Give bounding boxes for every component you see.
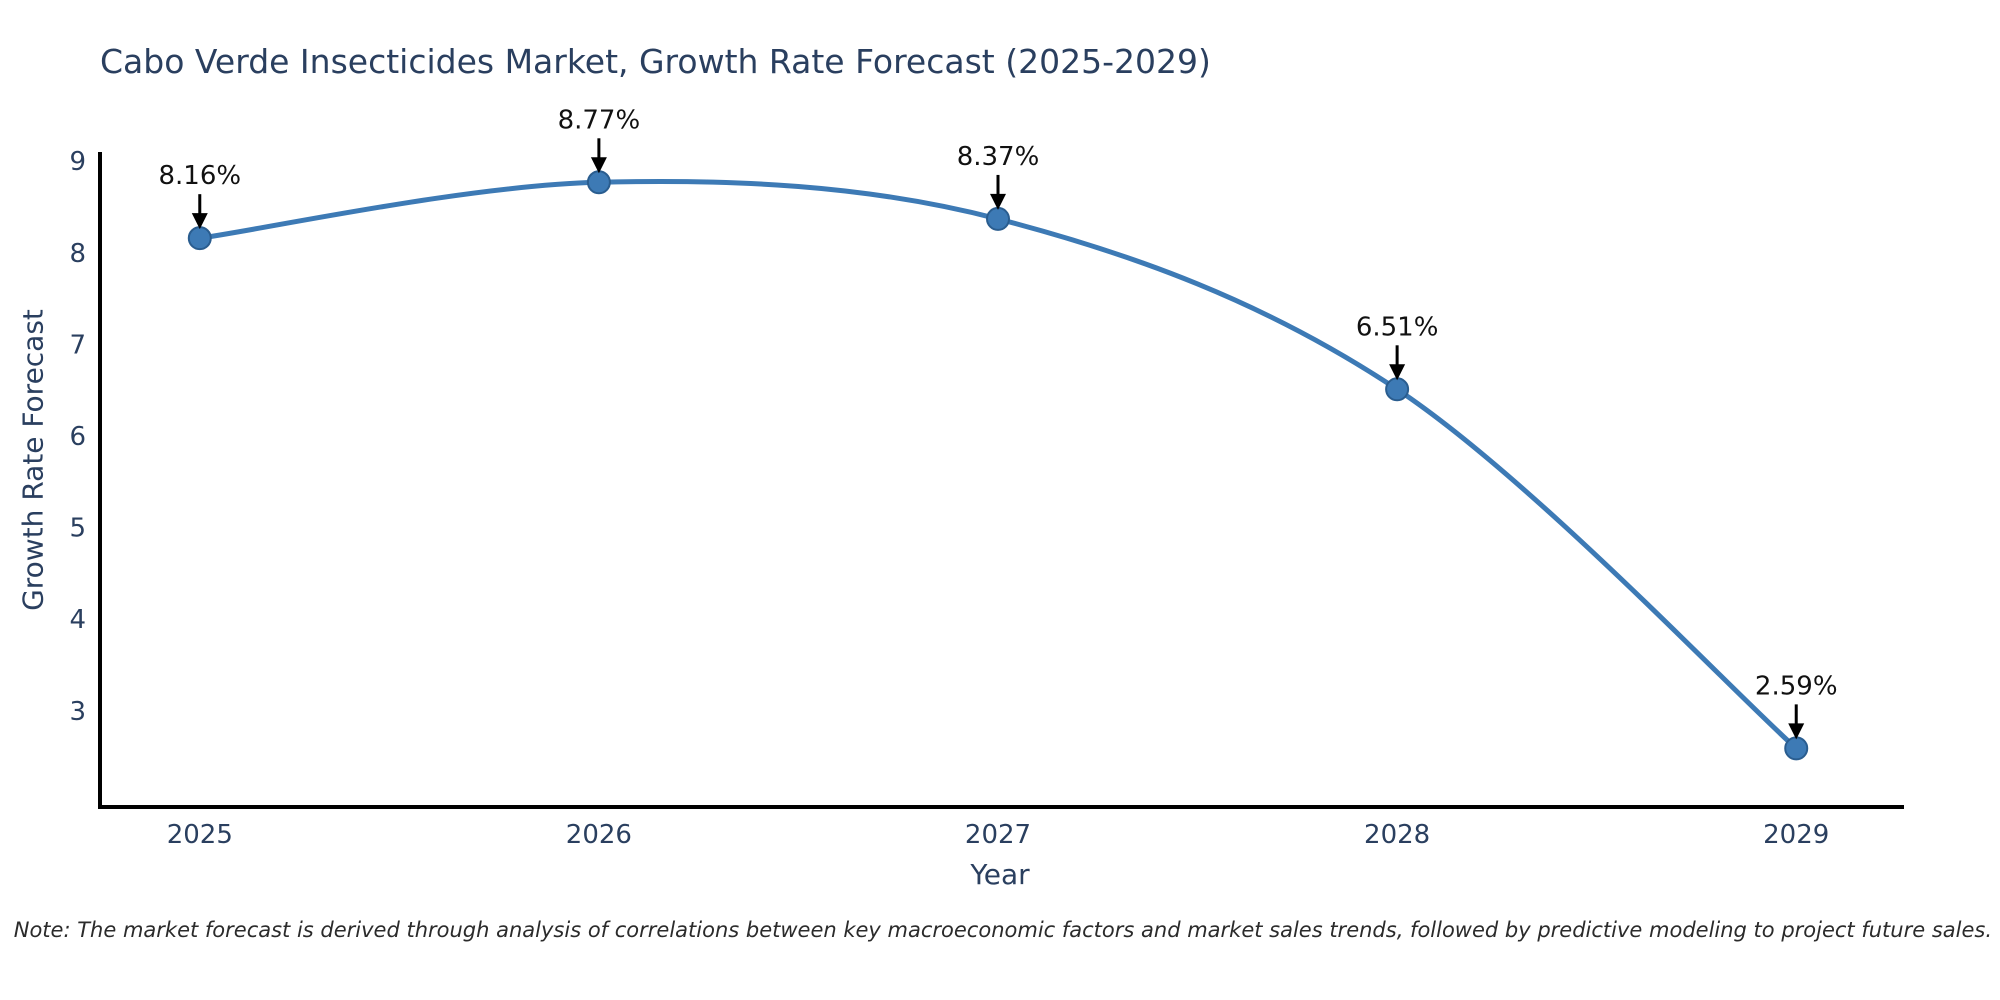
data-point — [586, 170, 611, 195]
y-tick-label: 7 — [69, 330, 86, 360]
annotation-arrowhead — [990, 193, 1007, 210]
chart-title: Cabo Verde Insecticides Market, Growth R… — [100, 42, 1211, 81]
data-point — [1385, 377, 1410, 402]
annotation-label: 8.37% — [957, 142, 1040, 172]
annotation-label: 6.51% — [1356, 312, 1439, 342]
y-tick-label: 6 — [69, 422, 86, 452]
annotation-arrowhead — [1389, 364, 1406, 381]
y-tick-label: 8 — [69, 239, 86, 269]
annotation-arrowhead — [1788, 723, 1805, 740]
footnote: Note: The market forecast is derived thr… — [13, 918, 1992, 942]
annotation-label: 8.16% — [158, 161, 241, 191]
x-axis-title: Year — [970, 858, 1030, 891]
forecast-line — [197, 179, 1799, 751]
y-tick-label: 5 — [69, 514, 86, 544]
data-point — [1784, 736, 1809, 761]
annotation-arrowhead — [191, 213, 208, 230]
x-tick-label: 2026 — [566, 820, 632, 850]
x-tick-label: 2029 — [1763, 820, 1829, 850]
x-tick-label: 2027 — [965, 820, 1031, 850]
y-tick-label: 4 — [69, 605, 86, 635]
y-tick-label: 3 — [69, 697, 86, 727]
annotation-label: 2.59% — [1755, 671, 1838, 701]
x-tick-label: 2028 — [1364, 820, 1430, 850]
annotation-label: 8.77% — [558, 105, 641, 135]
x-tick-label: 2025 — [167, 820, 233, 850]
data-point — [986, 206, 1011, 231]
data-point — [187, 226, 212, 251]
y-tick-label: 9 — [69, 147, 86, 177]
annotation-arrowhead — [590, 157, 607, 174]
